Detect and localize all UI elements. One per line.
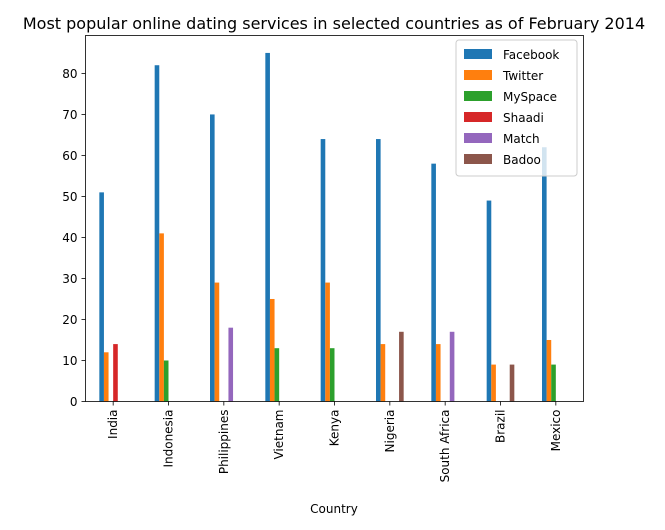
bar-facebook-brazil: [486, 200, 492, 402]
x-tick-label-nigeria: Nigeria: [383, 410, 397, 453]
legend-swatch-twitter: [464, 70, 492, 80]
bar-facebook-philippines: [210, 114, 215, 402]
bar-facebook-india: [99, 192, 104, 402]
y-tick-label: 80: [62, 67, 77, 81]
bar-myspace-kenya: [329, 348, 335, 402]
legend: Facebook Twitter MySpace Shaadi Match Badoo: [455, 39, 578, 177]
bar-match-philippines: [228, 327, 234, 402]
y-tick-label: 40: [62, 231, 77, 245]
bar-twitter-philippines: [214, 282, 220, 402]
x-tick-label-india: India: [106, 410, 120, 439]
y-axis: 0 10 20 30 40 50 60 70 80: [62, 67, 86, 409]
bar-twitter-indonesia: [159, 233, 164, 402]
x-axis-label: Country: [310, 502, 358, 516]
legend-label-facebook: Facebook: [503, 48, 559, 62]
bar-myspace-vietnam: [274, 348, 280, 402]
x-tick-label-brazil: Brazil: [494, 410, 508, 444]
bar-badoo-nigeria: [399, 331, 404, 402]
bar-facebook-indonesia: [154, 65, 160, 402]
bar-myspace-indonesia: [163, 360, 169, 402]
y-tick-label: 30: [62, 272, 77, 286]
bar-facebook-vietnam: [265, 52, 270, 402]
bar-twitter-mexico: [546, 339, 552, 402]
legend-swatch-badoo: [464, 154, 492, 164]
chart-title: Most popular online dating services in s…: [23, 14, 645, 33]
bar-match-south-africa: [449, 331, 455, 402]
x-tick-label-philippines: Philippines: [217, 410, 231, 475]
y-tick-label: 70: [62, 108, 77, 122]
bar-shaadi-india: [113, 344, 118, 402]
x-tick-label-kenya: Kenya: [328, 410, 342, 447]
x-tick-label-vietnam: Vietnam: [272, 410, 286, 460]
x-tick-label-mexico: Mexico: [549, 410, 563, 452]
bar-myspace-mexico: [551, 364, 556, 402]
legend-swatch-facebook: [464, 49, 492, 59]
plot-area-frame: [85, 35, 584, 402]
x-axis: India Indonesia Philippines Vietnam Kenya Nig…: [106, 401, 563, 483]
bar-badoo-brazil: [509, 364, 515, 402]
legend-label-twitter: Twitter: [502, 69, 543, 83]
bars-layer: [99, 52, 556, 402]
y-tick-label: 10: [62, 354, 77, 368]
x-tick-label-south-africa: South Africa: [438, 410, 452, 483]
bar-facebook-kenya: [320, 139, 326, 402]
y-tick-label: 50: [62, 190, 77, 204]
y-tick-label: 20: [62, 313, 77, 327]
y-tick-label: 60: [62, 149, 77, 163]
legend-label-shaadi: Shaadi: [503, 111, 544, 125]
legend-label-myspace: MySpace: [503, 90, 557, 104]
legend-swatch-myspace: [464, 91, 492, 101]
bar-twitter-nigeria: [380, 344, 386, 402]
bar-facebook-south-africa: [431, 163, 436, 402]
legend-label-match: Match: [503, 132, 540, 146]
y-tick-label: 0: [70, 395, 78, 409]
legend-swatch-match: [464, 133, 492, 143]
bar-twitter-india: [103, 352, 109, 402]
bar-twitter-kenya: [325, 282, 330, 402]
bar-facebook-mexico: [542, 147, 547, 402]
bar-twitter-vietnam: [269, 298, 275, 402]
bar-twitter-brazil: [491, 364, 496, 402]
bar-facebook-nigeria: [376, 139, 381, 402]
legend-swatch-shaadi: [464, 112, 492, 122]
x-tick-label-indonesia: Indonesia: [162, 410, 176, 468]
bar-twitter-south-africa: [435, 344, 441, 402]
legend-label-badoo: Badoo: [503, 153, 541, 167]
